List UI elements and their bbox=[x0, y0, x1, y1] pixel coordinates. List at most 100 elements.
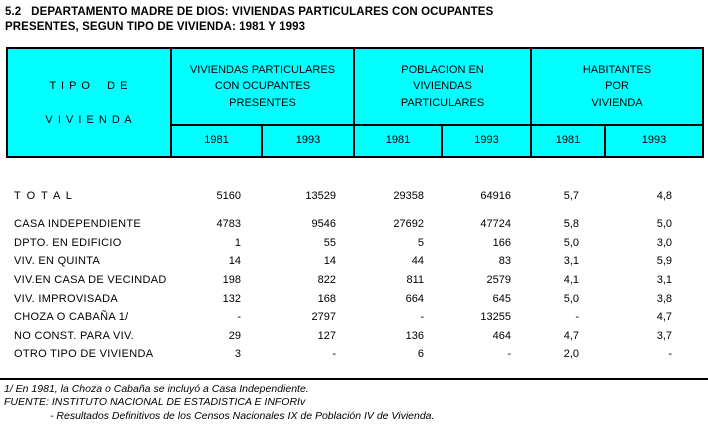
row-value: 27692 bbox=[393, 218, 424, 231]
row-label: VIV. IMPROVISADA bbox=[14, 292, 119, 305]
group-header-habitantes: HABITANTES POR VIVIENDA bbox=[532, 49, 702, 126]
row-label: CHOZA O CABAÑA 1/ bbox=[14, 311, 129, 324]
group1-title-line: VIVIENDAS PARTICULARES bbox=[189, 63, 336, 76]
row-value: 5,9 bbox=[656, 255, 672, 268]
row-value: 13529 bbox=[305, 190, 336, 202]
group2-title-line: PARTICULARES bbox=[400, 96, 485, 109]
row-value: 3,7 bbox=[656, 329, 672, 342]
group-header-poblacion: POBLACION EN VIVIENDAS PARTICULARES bbox=[355, 49, 532, 126]
footnote-1: 1/ En 1981, la Choza o Cabaña se incluyó… bbox=[4, 382, 309, 395]
row-value: 168 bbox=[317, 292, 336, 305]
row-value: 1 bbox=[234, 236, 241, 249]
group1-title-line: CON OCUPANTES bbox=[214, 80, 311, 93]
row-value: 5 bbox=[417, 236, 424, 249]
row-value: 14 bbox=[228, 255, 241, 268]
row-label: NO CONST. PARA VIV. bbox=[14, 329, 135, 342]
table-row: CASA INDEPENDIENTE 4783 9546 27692 47724 5,8 5… bbox=[6, 215, 704, 234]
year-header-1993-viviendas: 1993 bbox=[263, 126, 355, 156]
table-row: VIV. EN QUINTA 14 14 44 83 3,1 5,9 bbox=[6, 252, 704, 271]
year-header-1981-poblacion: 1981 bbox=[355, 126, 443, 156]
row-value: - bbox=[668, 348, 672, 361]
row-value: 83 bbox=[498, 255, 511, 268]
row-value: - bbox=[507, 348, 511, 361]
table-row: OTRO TIPO DE VIVIENDA 3 - 6 - 2,0 - bbox=[6, 345, 704, 364]
row-value: 64916 bbox=[480, 190, 511, 202]
row-value: 13255 bbox=[480, 311, 511, 324]
row-value: 55 bbox=[323, 236, 336, 249]
table-body: T O T A L 5160 13529 29358 64916 5,7 4,8 CASA I… bbox=[6, 158, 704, 378]
row-value: 2579 bbox=[486, 274, 511, 287]
row-value: 5,0 bbox=[563, 236, 579, 249]
row-value: 822 bbox=[317, 274, 336, 287]
year-header-1981-viviendas: 1981 bbox=[172, 126, 263, 156]
row-value: - bbox=[237, 311, 241, 324]
group1-title-line: PRESENTES bbox=[229, 96, 296, 109]
row-label: OTRO TIPO DE VIVIENDA bbox=[14, 348, 154, 361]
table-bottom-rule bbox=[0, 377, 708, 380]
row-header-line-1: T I P O D E bbox=[49, 79, 129, 92]
row-value: 6 bbox=[417, 348, 424, 361]
group-header-viviendas-particulares: VIVIENDAS PARTICULARES CON OCUPANTES PRE… bbox=[172, 49, 355, 126]
row-value: 464 bbox=[492, 329, 511, 342]
title-line-1: 5.2 DEPARTAMENTO MADRE DE DIOS: VIVIENDA… bbox=[5, 6, 494, 18]
row-value: 44 bbox=[411, 255, 424, 268]
row-value: 29 bbox=[228, 329, 241, 342]
row-value: 664 bbox=[405, 292, 424, 305]
row-value: 198 bbox=[222, 274, 241, 287]
row-value: 9546 bbox=[311, 218, 336, 231]
table-row: DPTO. EN EDIFICIO 1 55 5 166 5,0 3,0 bbox=[6, 234, 704, 253]
row-value: 3 bbox=[234, 348, 241, 361]
group3-title-line: VIVIENDA bbox=[591, 96, 643, 109]
row-value: 4,7 bbox=[656, 311, 672, 324]
column-header-tipo-de-vivienda: T I P O D E V I V I E N D A bbox=[8, 49, 172, 156]
row-label: T O T A L bbox=[14, 190, 74, 202]
table-row: CHOZA O CABAÑA 1/ - 2797 - 13255 - 4,7 bbox=[6, 308, 704, 327]
table-row: NO CONST. PARA VIV. 29 127 136 464 4,7 3,7 bbox=[6, 327, 704, 346]
row-value: 3,8 bbox=[656, 292, 672, 305]
table-row: T O T A L 5160 13529 29358 64916 5,7 4,8 bbox=[6, 185, 704, 207]
row-label: DPTO. EN EDIFICIO bbox=[14, 236, 122, 249]
row-value: 47724 bbox=[480, 218, 511, 231]
row-label: VIV. EN QUINTA bbox=[14, 255, 101, 268]
row-value: 5160 bbox=[216, 190, 241, 202]
row-value: 2,0 bbox=[563, 348, 579, 361]
row-value: - bbox=[332, 348, 336, 361]
year-header-1981-habitantes: 1981 bbox=[532, 126, 606, 156]
year-header-1993-poblacion: 1993 bbox=[443, 126, 532, 156]
row-value: 166 bbox=[492, 236, 511, 249]
table-row: VIV.EN CASA DE VECINDAD 198 822 811 2579 4,1 3… bbox=[6, 271, 704, 290]
row-value: 136 bbox=[405, 329, 424, 342]
row-value: 5,0 bbox=[656, 218, 672, 231]
footnote-source-detail: - Resultados Definitivos de los Censos N… bbox=[50, 409, 435, 422]
group3-title-line: POR bbox=[605, 80, 629, 93]
row-value: 811 bbox=[406, 274, 424, 287]
row-value: 4,1 bbox=[563, 274, 579, 287]
row-value: - bbox=[420, 311, 424, 324]
row-header-line-2: V I V I E N D A bbox=[45, 113, 133, 126]
footnote-source: FUENTE: INSTITUTO NACIONAL DE ESTADISTIC… bbox=[4, 396, 306, 409]
table-header: T I P O D E V I V I E N D A VIVIENDAS PA… bbox=[6, 47, 704, 158]
row-value: 2797 bbox=[311, 311, 336, 324]
table-title: 5.2 DEPARTAMENTO MADRE DE DIOS: VIVIENDA… bbox=[0, 0, 708, 47]
group2-title-line: POBLACION EN bbox=[401, 63, 484, 76]
group3-title-line: HABITANTES bbox=[582, 63, 652, 76]
footnotes: 1/ En 1981, la Choza o Cabaña se incluyó… bbox=[0, 380, 708, 424]
row-value: 127 bbox=[317, 329, 336, 342]
row-value: 5,8 bbox=[563, 218, 579, 231]
row-value: 3,0 bbox=[656, 236, 672, 249]
row-value: 4,7 bbox=[563, 329, 579, 342]
row-value: 645 bbox=[492, 292, 511, 305]
row-value: 14 bbox=[323, 255, 336, 268]
title-line-2: PRESENTES, SEGUN TIPO DE VIVIENDA: 1981 … bbox=[5, 21, 306, 33]
row-value: 3,1 bbox=[656, 274, 672, 287]
row-value: 4,8 bbox=[656, 190, 672, 202]
row-value: 5,7 bbox=[563, 190, 579, 202]
row-label: VIV.EN CASA DE VECINDAD bbox=[14, 274, 167, 287]
row-value: 29358 bbox=[393, 190, 424, 202]
row-value: 3,1 bbox=[563, 255, 579, 268]
row-value: - bbox=[575, 311, 579, 324]
group2-title-line: VIVIENDAS bbox=[413, 80, 472, 93]
year-header-1993-habitantes: 1993 bbox=[641, 134, 667, 146]
table-row: VIV. IMPROVISADA 132 168 664 645 5,0 3,8 bbox=[6, 289, 704, 308]
